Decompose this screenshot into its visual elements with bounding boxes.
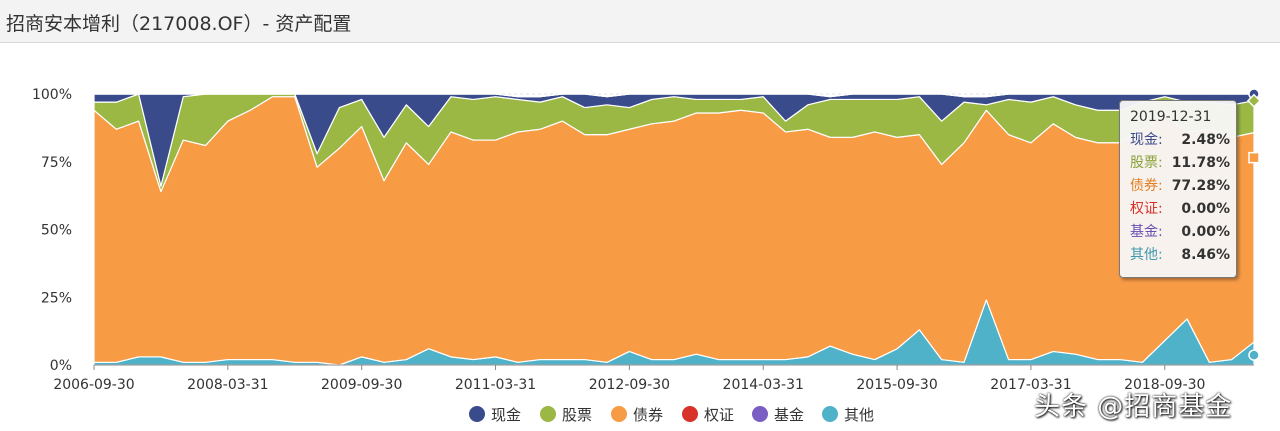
x-tick-label: 2018-09-30 (1124, 377, 1205, 393)
tooltip-label: 基金: (1130, 224, 1163, 240)
legend-swatch (540, 406, 556, 422)
tooltip-value: 0.00% (1181, 201, 1230, 217)
legend-label: 现金 (491, 406, 521, 424)
marker-other (1248, 349, 1260, 361)
legend-swatch (752, 406, 768, 422)
x-tick-label: 2014-03-31 (723, 377, 804, 393)
tooltip-row: 股票: 11.78% (1130, 152, 1236, 175)
tooltip-label: 股票: (1130, 155, 1163, 171)
tooltip-label: 债券: (1130, 178, 1163, 194)
tooltip-value: 77.28% (1171, 178, 1230, 194)
tooltip-row: 现金: 2.48% (1130, 129, 1236, 152)
tooltip-row: 债券: 77.28% (1130, 175, 1236, 198)
tooltip-value: 0.00% (1181, 224, 1230, 240)
tooltip-label: 其他: (1130, 247, 1163, 263)
asset-allocation-chart: 0% 25% 50% 75% 100% 2006-09-30 2008-03-31 2009-… (0, 43, 1280, 431)
tooltip-date: 2019-12-31 (1130, 109, 1212, 125)
page-title: 招商安本增利（217008.OF）- 资产配置 (6, 13, 352, 35)
legend-label: 债券 (633, 406, 663, 424)
legend-label: 其他 (844, 406, 874, 424)
tooltip-label: 权证: (1130, 201, 1163, 217)
legend-swatch (822, 406, 838, 422)
marker-stock (1246, 93, 1262, 108)
tooltip-value: 11.78% (1171, 155, 1230, 171)
chart-tooltip: 2019-12-31 现金: 2.48% 股票: 11.78% 债券: 77.28% 权证:… (1119, 100, 1237, 278)
x-tick-label: 2015-09-30 (856, 377, 937, 393)
x-tick-label: 2006-09-30 (53, 377, 134, 393)
watermark: 头条 @招商基金 (1034, 392, 1233, 422)
tooltip-row: 权证: 0.00% (1130, 198, 1236, 221)
title-bar: 招商安本增利（217008.OF）- 资产配置 (0, 0, 1280, 43)
tooltip-row: 基金: 0.00% (1130, 221, 1236, 244)
tooltip-value: 8.46% (1181, 247, 1230, 263)
tooltip-row: 其他: 8.46% (1130, 244, 1236, 267)
x-tick-label: 2012-09-30 (589, 377, 670, 393)
legend-label: 权证 (704, 406, 734, 424)
y-tick-label: 100% (32, 87, 72, 103)
legend-swatch (611, 406, 627, 422)
tooltip-label: 现金: (1130, 132, 1163, 148)
legend-label: 基金 (774, 406, 804, 424)
y-tick-label: 25% (41, 290, 72, 306)
y-tick-label: 0% (50, 358, 72, 374)
legend-label: 股票 (562, 406, 592, 424)
legend-swatch (682, 406, 698, 422)
x-tick-label: 2017-03-31 (990, 377, 1071, 393)
tooltip-value: 2.48% (1181, 132, 1230, 148)
x-tick-label: 2009-09-30 (321, 377, 402, 393)
marker-bond (1248, 151, 1260, 164)
legend-swatch (469, 406, 485, 422)
x-tick-label: 2011-03-31 (455, 377, 536, 393)
x-tick-label: 2008-03-31 (187, 377, 268, 393)
y-tick-label: 75% (41, 155, 72, 171)
y-tick-label: 50% (41, 223, 72, 239)
